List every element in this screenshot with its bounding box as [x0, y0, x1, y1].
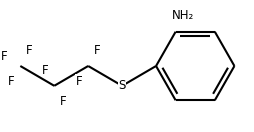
Text: F: F: [1, 50, 7, 63]
Text: F: F: [8, 75, 15, 88]
Text: F: F: [42, 64, 49, 77]
Text: F: F: [60, 95, 66, 108]
Text: NH₂: NH₂: [171, 9, 194, 22]
Text: F: F: [94, 44, 100, 57]
Text: F: F: [26, 44, 33, 57]
Text: S: S: [118, 79, 126, 92]
Text: F: F: [76, 75, 83, 88]
